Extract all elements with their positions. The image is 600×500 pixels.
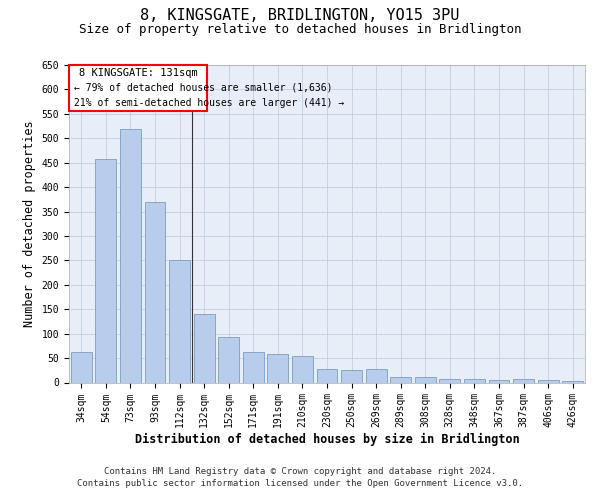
Bar [365, 370, 386, 382]
Bar [218, 337, 239, 382]
Bar [120, 128, 141, 382]
Bar [169, 260, 190, 382]
Bar [243, 352, 264, 382]
Bar [145, 202, 166, 382]
Text: 8, KINGSGATE, BRIDLINGTON, YO15 3PU: 8, KINGSGATE, BRIDLINGTON, YO15 3PU [140, 8, 460, 22]
Text: Contains public sector information licensed under the Open Government Licence v3: Contains public sector information licen… [77, 478, 523, 488]
Text: Distribution of detached houses by size in Bridlington: Distribution of detached houses by size … [134, 432, 520, 446]
Text: ← 79% of detached houses are smaller (1,636): ← 79% of detached houses are smaller (1,… [74, 83, 332, 93]
Text: 8 KINGSGATE: 131sqm: 8 KINGSGATE: 131sqm [79, 68, 197, 78]
Bar [464, 378, 485, 382]
Bar [513, 379, 534, 382]
Bar [292, 356, 313, 382]
Bar [415, 376, 436, 382]
Text: Contains HM Land Registry data © Crown copyright and database right 2024.: Contains HM Land Registry data © Crown c… [104, 467, 496, 476]
Text: 21% of semi-detached houses are larger (441) →: 21% of semi-detached houses are larger (… [74, 98, 344, 108]
Bar [562, 380, 583, 382]
Bar [71, 352, 92, 382]
Bar [95, 160, 116, 382]
Bar [390, 376, 411, 382]
Bar [538, 380, 559, 382]
Y-axis label: Number of detached properties: Number of detached properties [23, 120, 36, 327]
Bar [194, 314, 215, 382]
Bar [341, 370, 362, 382]
Bar [439, 378, 460, 382]
Bar [488, 380, 509, 382]
Bar [268, 354, 289, 382]
Bar [317, 370, 337, 382]
Text: Size of property relative to detached houses in Bridlington: Size of property relative to detached ho… [79, 22, 521, 36]
